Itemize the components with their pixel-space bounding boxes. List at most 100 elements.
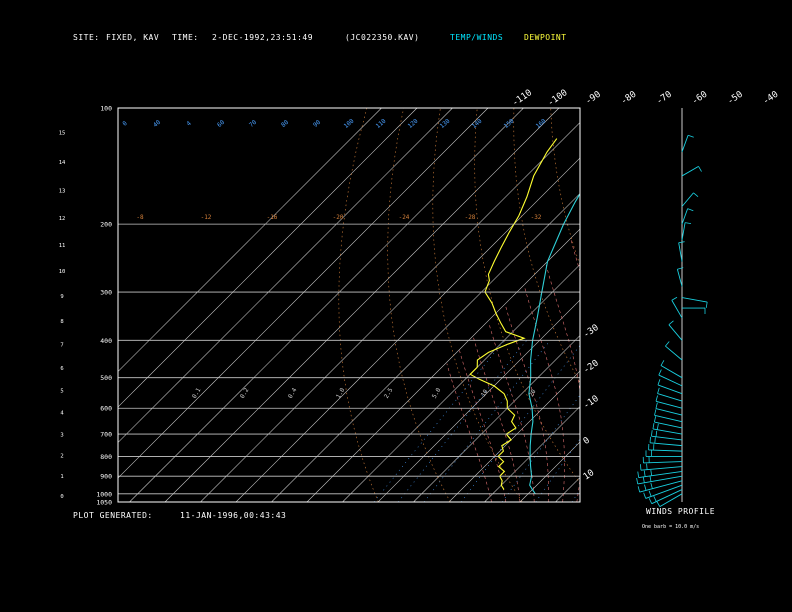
wind-barb — [678, 242, 683, 262]
pressure-tick-label: 200 — [100, 221, 112, 229]
dry-adiabat — [624, 108, 792, 502]
wind-barb-flag — [636, 478, 639, 485]
height-tick-label: 4 — [60, 411, 64, 417]
dry-adiabat — [587, 108, 792, 502]
pressure-tick-label: 100 — [100, 105, 112, 113]
wind-barb — [681, 135, 689, 153]
pressure-tick-label: 600 — [100, 405, 112, 413]
wind-barb — [639, 480, 683, 493]
wind-barb-flag — [643, 492, 647, 499]
wind-barb-flag — [648, 490, 652, 497]
height-tick-label: 8 — [60, 319, 63, 325]
height-tick-label: 2 — [60, 453, 63, 459]
wind-barb — [676, 269, 683, 287]
plot-generated-label: PLOT GENERATED: — [73, 511, 153, 520]
temperature-top-label: -100 — [546, 88, 570, 109]
file-name: (JC022350.KAV) — [345, 33, 420, 42]
moist-adiabat-label: -28 — [465, 214, 476, 221]
temperature-right-label: -20 — [582, 358, 601, 376]
wind-barb-flag — [668, 320, 674, 325]
moist-adiabat-label: -12 — [201, 214, 212, 221]
wind-barb — [659, 493, 683, 508]
adiabat-label: 150 — [503, 117, 516, 130]
temperature-right-label: 10 — [582, 468, 597, 482]
pressure-tick-label: 700 — [100, 431, 112, 439]
wind-barb-flag — [640, 464, 642, 471]
wind-barb — [654, 414, 683, 423]
wind-barb — [649, 442, 683, 447]
moist-adiabat — [634, 176, 696, 502]
moist-adiabat-label: -32 — [531, 214, 542, 221]
isotherm-line — [733, 108, 792, 502]
legend-dewpoint: DEWPOINT — [524, 33, 567, 42]
dry-adiabat — [474, 108, 580, 484]
height-tick-label: 3 — [60, 432, 63, 438]
plot-frame — [117, 107, 581, 503]
wind-barb-flag — [656, 501, 661, 507]
wind-barb — [651, 489, 683, 505]
temperature-top-label: -80 — [619, 90, 638, 108]
wind-barb — [638, 471, 683, 478]
wind-barb-flag — [648, 498, 653, 504]
wind-barb-flag — [654, 437, 656, 444]
adiabat-label: 140 — [471, 117, 484, 130]
wind-barb-flag — [671, 296, 678, 301]
pressure-tick-label: 500 — [100, 374, 112, 382]
isotherm-line — [662, 108, 792, 502]
wind-barb-flag — [637, 471, 640, 478]
isotherm-line — [448, 370, 580, 502]
adiabat-label: 40 — [152, 119, 162, 129]
mixing-ratio-line — [501, 394, 580, 502]
wind-barb-flag — [653, 495, 657, 502]
moist-adiabat-label: -8 — [136, 214, 144, 221]
moist-adiabat — [619, 176, 659, 502]
winds-profile-title: WINDS PROFILE — [646, 507, 716, 516]
wind-barb — [645, 484, 683, 499]
dry-adiabat — [387, 108, 451, 502]
temperature-top-label: -60 — [690, 90, 709, 108]
adiabat-label: 120 — [407, 117, 420, 130]
dry-adiabat — [698, 108, 792, 502]
dry-adiabat — [338, 108, 379, 502]
adiabat-label: 110 — [375, 117, 388, 130]
wind-barb — [654, 421, 683, 429]
adiabat-label: 130 — [439, 117, 452, 130]
temperature-profile — [528, 192, 580, 495]
legend-temp-winds: TEMP/WINDS — [450, 33, 504, 42]
adiabat-label: 80 — [280, 119, 290, 129]
mixing-ratio-line — [535, 438, 580, 502]
moist-adiabat — [459, 350, 507, 502]
mixing-ratio-label: 10 — [480, 388, 490, 398]
isotherm-line — [129, 108, 524, 502]
wind-barb — [655, 408, 683, 416]
wind-barb — [652, 428, 683, 435]
isotherm-line — [118, 108, 453, 443]
wind-barb-flag — [678, 241, 685, 244]
wind-barb-flag — [644, 484, 647, 491]
isotherm-line — [118, 108, 418, 408]
height-tick-label: 14 — [59, 160, 66, 166]
mixing-ratio-label: 2.5 — [383, 386, 395, 399]
isotherm-line — [484, 406, 580, 502]
adiabat-label: 60 — [216, 119, 226, 129]
wind-barb-flag — [646, 463, 648, 470]
pressure-tick-label: 1000 — [96, 490, 112, 498]
wind-barb-flag — [665, 341, 670, 347]
wind-barb-flag — [643, 470, 646, 477]
isotherm-line — [118, 108, 489, 479]
pressure-tick-label: 900 — [100, 473, 112, 481]
wind-barb-flag — [649, 436, 651, 443]
wind-barb — [681, 297, 708, 303]
wind-barb-flag — [650, 469, 653, 476]
wind-barb-flag — [658, 369, 662, 376]
wind-barb — [681, 192, 694, 207]
wind-barb — [681, 208, 689, 225]
mixing-ratio-label: 1.0 — [335, 386, 347, 399]
wind-barb-flag — [687, 134, 694, 138]
mixing-ratio-label: 5.0 — [431, 386, 443, 399]
height-tick-label: 9 — [60, 294, 63, 300]
wind-barb-flag — [705, 301, 708, 309]
height-tick-label: 11 — [59, 243, 66, 249]
wind-barb-flag — [654, 416, 657, 423]
